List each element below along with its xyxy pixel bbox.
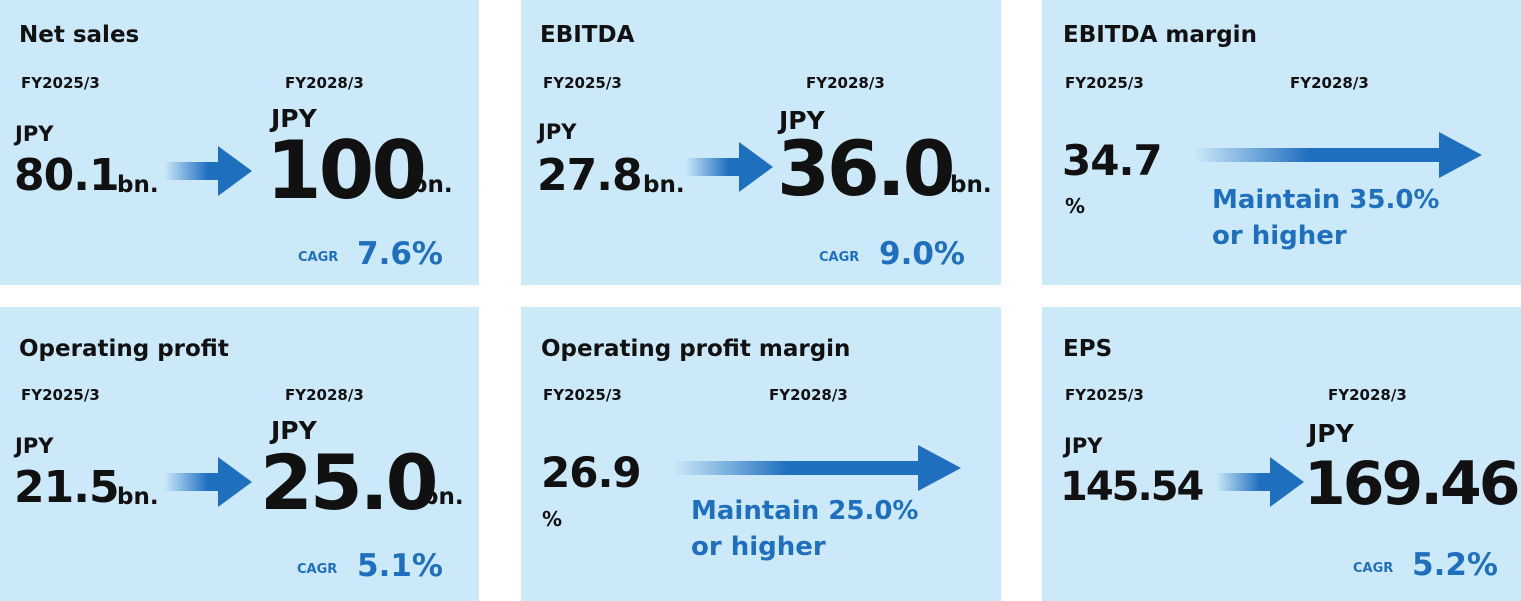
cagr-label: CAGR	[1353, 561, 1394, 576]
unit-from: %	[1065, 194, 1086, 218]
target-line-2: or higher	[1212, 221, 1347, 251]
card-title: EBITDA margin	[1063, 22, 1257, 48]
unit-to: bn.	[950, 172, 992, 198]
currency-to: JPY	[779, 106, 825, 135]
cagr-value: 7.6%	[357, 236, 443, 272]
currency-from: JPY	[15, 122, 54, 146]
cagr-value: 9.0%	[879, 236, 965, 272]
long-gradient-arrow-icon	[673, 445, 961, 491]
value-from: 26.9	[541, 448, 642, 497]
cagr-value: 5.2%	[1412, 547, 1498, 583]
card-eps: EPS FY2025/3 FY2028/3 JPY 145.54 JPY 169…	[1042, 307, 1521, 601]
label-fy2025: FY2025/3	[1065, 386, 1144, 404]
value-from: 27.8	[537, 150, 643, 201]
right-arrow-icon	[164, 146, 252, 196]
card-title: Operating profit	[19, 336, 229, 362]
value-to: 100	[266, 124, 427, 217]
card-title: Operating profit margin	[541, 336, 851, 362]
currency-from: JPY	[1064, 434, 1103, 458]
long-gradient-arrow-icon	[1194, 132, 1482, 178]
cagr-label: CAGR	[298, 250, 339, 265]
currency-to: JPY	[271, 416, 317, 445]
label-fy2028: FY2028/3	[1290, 74, 1369, 92]
value-to: 36.0	[777, 124, 956, 213]
unit-from: bn.	[117, 484, 159, 510]
cagr-label: CAGR	[297, 562, 338, 577]
card-title: EBITDA	[540, 22, 635, 48]
currency-to: JPY	[1308, 419, 1354, 448]
unit-to: bn.	[422, 484, 464, 510]
value-from: 80.1	[14, 150, 120, 201]
target-line-1: Maintain 25.0%	[691, 496, 919, 526]
unit-from: bn.	[643, 172, 685, 198]
currency-to: JPY	[271, 104, 317, 133]
value-from: 145.54	[1060, 464, 1204, 510]
target-text: Maintain 25.0% or higher	[691, 493, 919, 565]
label-fy2028: FY2028/3	[285, 386, 364, 404]
label-fy2028: FY2028/3	[285, 74, 364, 92]
card-title: EPS	[1063, 336, 1113, 362]
card-ebitda: EBITDA FY2025/3 FY2028/3 JPY 27.8 bn. JP…	[521, 0, 1001, 285]
target-text: Maintain 35.0% or higher	[1212, 182, 1440, 254]
label-fy2025: FY2025/3	[1065, 74, 1144, 92]
value-to: 169.46	[1304, 449, 1521, 519]
card-ebitda-margin: EBITDA margin FY2025/3 FY2028/3 34.7 % M…	[1042, 0, 1521, 285]
card-operating-profit-margin: Operating profit margin FY2025/3 FY2028/…	[521, 307, 1001, 601]
card-net-sales: Net sales FY2025/3 FY2028/3 JPY 80.1 bn.…	[0, 0, 479, 285]
card-operating-profit: Operating profit FY2025/3 FY2028/3 JPY 2…	[0, 307, 479, 601]
right-arrow-icon	[1216, 457, 1304, 507]
currency-from: JPY	[538, 120, 577, 144]
value-from: 34.7	[1062, 136, 1163, 185]
label-fy2025: FY2025/3	[543, 74, 622, 92]
unit-from: bn.	[117, 172, 159, 198]
target-line-2: or higher	[691, 532, 826, 562]
cagr-value: 5.1%	[357, 548, 443, 584]
value-to: 25.0	[260, 438, 439, 527]
label-fy2025: FY2025/3	[543, 386, 622, 404]
label-fy2028: FY2028/3	[1328, 386, 1407, 404]
card-title: Net sales	[19, 22, 140, 48]
label-fy2028: FY2028/3	[769, 386, 848, 404]
label-fy2025: FY2025/3	[21, 386, 100, 404]
right-arrow-icon	[164, 457, 252, 507]
value-from: 21.5	[14, 462, 120, 513]
target-line-1: Maintain 35.0%	[1212, 185, 1440, 215]
label-fy2028: FY2028/3	[806, 74, 885, 92]
currency-from: JPY	[15, 434, 54, 458]
cagr-label: CAGR	[819, 250, 860, 265]
right-arrow-icon	[685, 142, 773, 192]
unit-from: %	[542, 507, 563, 531]
unit-to: bn.	[411, 172, 453, 198]
label-fy2025: FY2025/3	[21, 74, 100, 92]
